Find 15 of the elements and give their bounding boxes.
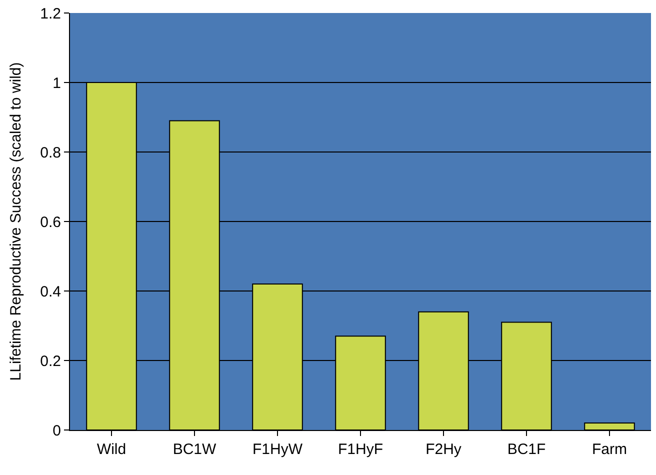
x-tick-label: BC1W <box>172 441 218 458</box>
y-tick-label: 0.6 <box>40 214 61 231</box>
x-tick-label: Wild <box>96 441 126 458</box>
y-tick-label: 0 <box>52 422 61 440</box>
x-tick-label: F1HyW <box>252 441 304 458</box>
y-axis-title: LLifetime Reproductive Success (scaled to wild) <box>7 62 24 381</box>
x-tick-label: Farm <box>592 441 627 458</box>
y-tick-label: 1.2 <box>40 5 61 22</box>
y-tick-label: 0.4 <box>40 283 61 300</box>
x-tick-label: F2Hy <box>426 441 462 458</box>
y-tick-label: 1 <box>52 74 61 92</box>
x-tick-label: BC1F <box>507 441 546 458</box>
y-tick-label: 0.8 <box>40 144 61 162</box>
y-tick-label: 0.2 <box>40 352 61 370</box>
x-tick-label: F1HyF <box>338 441 383 458</box>
